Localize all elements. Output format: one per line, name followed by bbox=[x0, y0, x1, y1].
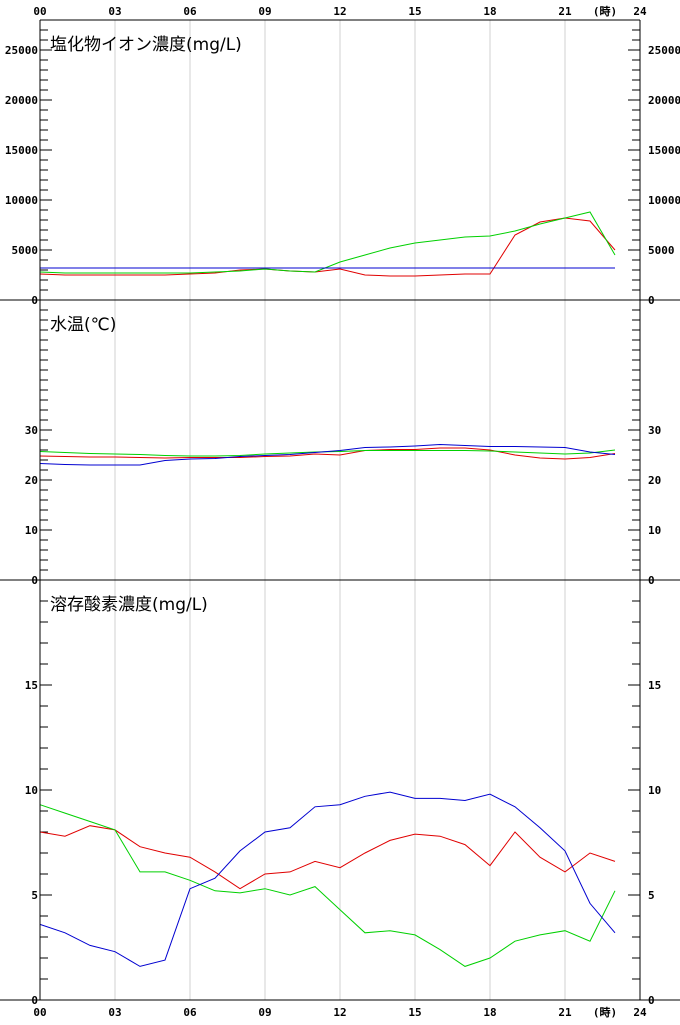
x-tick-label-bottom: 09 bbox=[258, 1006, 271, 1019]
x-tick-label-bottom: 15 bbox=[408, 1006, 421, 1019]
y-tick-label-right: 5000 bbox=[648, 244, 675, 257]
x-tick-label-top: 06 bbox=[183, 5, 197, 18]
y-tick-label-right: 30 bbox=[648, 424, 661, 437]
y-tick-label-left: 10 bbox=[25, 524, 38, 537]
series-line-red bbox=[39, 217, 616, 277]
y-tick-label-right: 15000 bbox=[648, 144, 680, 157]
series-line-blue bbox=[39, 791, 616, 967]
panel-title: 塩化物イオン濃度(mg/L) bbox=[50, 35, 242, 55]
x-tick-label-bottom: 21 bbox=[558, 1006, 572, 1019]
y-tick-label-right: 10 bbox=[648, 524, 661, 537]
y-tick-label-right: 20 bbox=[648, 474, 661, 487]
y-tick-label-right: 5 bbox=[648, 889, 655, 902]
x-tick-label-bottom: 03 bbox=[108, 1006, 121, 1019]
y-tick-label-left: 5000 bbox=[12, 244, 39, 257]
series-line-red bbox=[39, 825, 616, 890]
x-tick-label-top: 00 bbox=[33, 5, 46, 18]
x-tick-label-top: 03 bbox=[108, 5, 121, 18]
x-tick-label-top: 09 bbox=[258, 5, 271, 18]
y-tick-label-right: 10000 bbox=[648, 194, 680, 207]
series-line-blue bbox=[39, 443, 616, 466]
y-tick-label-right: 15 bbox=[648, 679, 661, 692]
y-tick-label-right: 20000 bbox=[648, 94, 680, 107]
x-tick-label-bottom: 24 bbox=[633, 1006, 647, 1019]
y-tick-label-left: 20 bbox=[25, 474, 38, 487]
y-tick-label-left: 25000 bbox=[5, 44, 38, 57]
x-tick-label-top: 24 bbox=[633, 5, 647, 18]
y-tick-label-left: 10000 bbox=[5, 194, 38, 207]
y-tick-label-right: 10 bbox=[648, 784, 661, 797]
x-tick-label-bottom: 12 bbox=[333, 1006, 346, 1019]
panel-title: 水温(℃) bbox=[50, 315, 116, 335]
series-line-red bbox=[39, 447, 616, 460]
hour-unit-label-bottom: (時) bbox=[593, 1005, 617, 1019]
x-tick-label-bottom: 06 bbox=[183, 1006, 197, 1019]
x-tick-label-top: 21 bbox=[558, 5, 572, 18]
x-tick-label-top: 15 bbox=[408, 5, 421, 18]
y-tick-label-left: 20000 bbox=[5, 94, 38, 107]
y-tick-label-right: 25000 bbox=[648, 44, 680, 57]
series-line-green bbox=[39, 804, 616, 967]
series-line-green bbox=[39, 211, 616, 274]
panel-title: 溶存酸素濃度(mg/L) bbox=[50, 595, 208, 615]
y-tick-label-left: 30 bbox=[25, 424, 38, 437]
y-tick-label-left: 15 bbox=[25, 679, 38, 692]
y-tick-label-left: 15000 bbox=[5, 144, 38, 157]
y-tick-label-left: 10 bbox=[25, 784, 38, 797]
y-tick-label-left: 5 bbox=[31, 889, 38, 902]
series-line-green bbox=[39, 449, 616, 457]
hour-unit-label-top: (時) bbox=[593, 4, 617, 18]
x-tick-label-top: 18 bbox=[483, 5, 496, 18]
x-tick-label-bottom: 18 bbox=[483, 1006, 496, 1019]
x-tick-label-top: 12 bbox=[333, 5, 346, 18]
x-tick-label-bottom: 00 bbox=[33, 1006, 46, 1019]
